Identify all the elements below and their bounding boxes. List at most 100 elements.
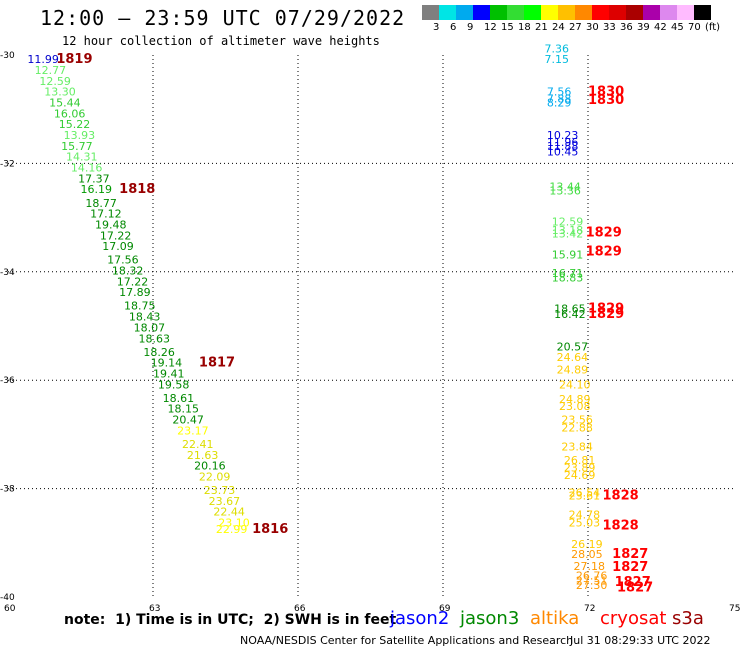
wave-height-label: 7.56	[547, 86, 572, 99]
wave-height-label: 23.89	[564, 461, 596, 474]
wave-height-label: 22.09	[199, 470, 231, 483]
wave-height-label: 27.51	[576, 575, 608, 588]
wave-height-label: 19.14	[151, 357, 183, 370]
wave-height-label: 13.42	[552, 228, 584, 241]
colorbar-label: 39	[637, 22, 650, 33]
pass-number-label: 1818	[119, 182, 155, 197]
wave-height-label: 20.57	[557, 340, 589, 353]
wave-height-label: 24.64	[557, 351, 589, 364]
wave-height-label: 22.41	[182, 438, 214, 451]
wave-height-label: 12.59	[39, 75, 71, 88]
wave-height-label: 7.88	[547, 93, 572, 106]
pass-number-label: 1819	[56, 52, 92, 67]
satellite-legend-jason2: jason2	[390, 608, 450, 629]
wave-height-label: 20.47	[172, 414, 204, 427]
wave-height-label: 16.42	[554, 308, 586, 321]
wave-height-label: 11.96	[547, 136, 579, 149]
wave-height-label: 19.48	[95, 218, 127, 231]
wave-height-label: 22.99	[216, 523, 248, 536]
wave-height-label: 16.19	[81, 183, 113, 196]
colorbar-label: 15	[501, 22, 514, 33]
wave-height-label: 17.56	[107, 254, 139, 267]
pass-number-label: 1816	[252, 522, 288, 537]
colorbar-label: 70	[688, 22, 701, 33]
wave-height-label: 17.22	[100, 229, 132, 242]
pass-number-label: 1829	[586, 245, 622, 260]
wave-height-label: 24.10	[559, 378, 591, 391]
colorbar-swatch	[456, 5, 473, 20]
satellite-legend-s3a: s3a	[672, 608, 704, 629]
colorbar-label: 42	[654, 22, 667, 33]
wave-height-label: 27.30	[576, 579, 608, 592]
units-note: note: 1) Time is in UTC; 2) SWH is in fe…	[64, 612, 397, 628]
colorbar-swatch	[507, 5, 524, 20]
colorbar-swatch	[609, 5, 626, 20]
wave-height-label: 23.67	[209, 495, 241, 508]
x-tick-label: 66	[294, 604, 306, 614]
wave-height-labels: 11.9912.7712.5913.3015.4416.0615.2213.93…	[27, 42, 607, 592]
y-tick-label: -32	[0, 159, 15, 169]
wave-height-label: 18.65	[554, 302, 586, 315]
colorbar-label: (ft)	[705, 22, 721, 33]
wave-height-label: 27.18	[574, 560, 606, 573]
colorbar-label: 12	[484, 22, 497, 33]
wave-height-label: 18.43	[129, 311, 161, 324]
wave-height-label: 14.31	[66, 151, 98, 164]
y-tick-label: -30	[0, 51, 15, 61]
wave-height-label: 19.41	[153, 367, 185, 380]
colorbar-swatch	[558, 5, 575, 20]
wave-height-label: 15.91	[552, 248, 584, 261]
colorbar-swatch	[677, 5, 694, 20]
wave-height-label: 15.77	[61, 140, 93, 153]
wave-height-label: 21.63	[187, 449, 219, 462]
pass-number-label: 1827	[612, 547, 648, 562]
wave-height-label: 23.08	[559, 400, 591, 413]
wave-height-label: 24.78	[569, 508, 601, 521]
x-tick-label: 72	[584, 604, 595, 614]
pass-number-label: 1828	[603, 488, 639, 503]
colorbar-swatch	[575, 5, 592, 20]
wave-height-label: 18.63	[139, 332, 171, 345]
colorbar-swatch	[694, 5, 711, 20]
wave-height-label: 17.12	[90, 208, 122, 221]
wave-height-label: 7.36	[545, 42, 570, 55]
colorbar-swatch	[439, 5, 456, 20]
wave-height-label: 15.44	[49, 96, 80, 109]
wave-height-label: 18.77	[85, 197, 117, 210]
pass-number-label: 1829	[586, 226, 622, 241]
wave-height-label: 17.89	[119, 286, 150, 299]
colorbar-label: 18	[518, 22, 531, 33]
colorbar-label: 24	[552, 22, 565, 33]
y-tick-label: -40	[0, 593, 15, 603]
colorbar-swatch	[660, 5, 677, 20]
wave-height-label: 12.77	[35, 64, 66, 77]
wave-height-label: 23.10	[218, 517, 250, 530]
wave-height-label: 24.69	[564, 469, 596, 482]
colorbar-label: 3	[433, 22, 440, 33]
chart-subtitle: 12 hour collection of altimeter wave hei…	[62, 34, 380, 48]
colorbar-swatch	[422, 5, 439, 20]
wave-height-label: 13.93	[64, 129, 95, 142]
colorbar-swatch	[490, 5, 507, 20]
wave-height-label: 23.17	[177, 424, 209, 437]
wave-height-label: 15.22	[59, 118, 91, 131]
wave-height-label: 22.44	[213, 506, 245, 519]
wave-height-label: 18.07	[134, 321, 166, 334]
colorbar-swatch	[592, 5, 609, 20]
colorbar-label: 33	[603, 22, 616, 33]
colorbar-label: 21	[535, 22, 548, 33]
wave-height-label: 25.03	[569, 517, 601, 530]
satellite-legend-cryosat: cryosat	[600, 608, 667, 629]
wave-height-label: 16.71	[552, 267, 584, 280]
y-tick-label: -34	[0, 268, 15, 278]
colorbar-label: 6	[450, 22, 457, 33]
axis-ticks: 60 63 66 69 72 75 -30 -32 -34 -36 -38 -40	[0, 51, 740, 614]
wave-height-label: 19.58	[158, 378, 190, 391]
colorbar-label: 27	[569, 22, 582, 33]
wave-height-label: 18.83	[552, 272, 584, 285]
colorbar-label: 45	[671, 22, 684, 33]
pass-number-labels: 1819181818171816183018301829182918291829…	[56, 52, 653, 595]
wave-height-label: 18.75	[124, 300, 156, 313]
pass-number-label: 1830	[588, 93, 624, 108]
